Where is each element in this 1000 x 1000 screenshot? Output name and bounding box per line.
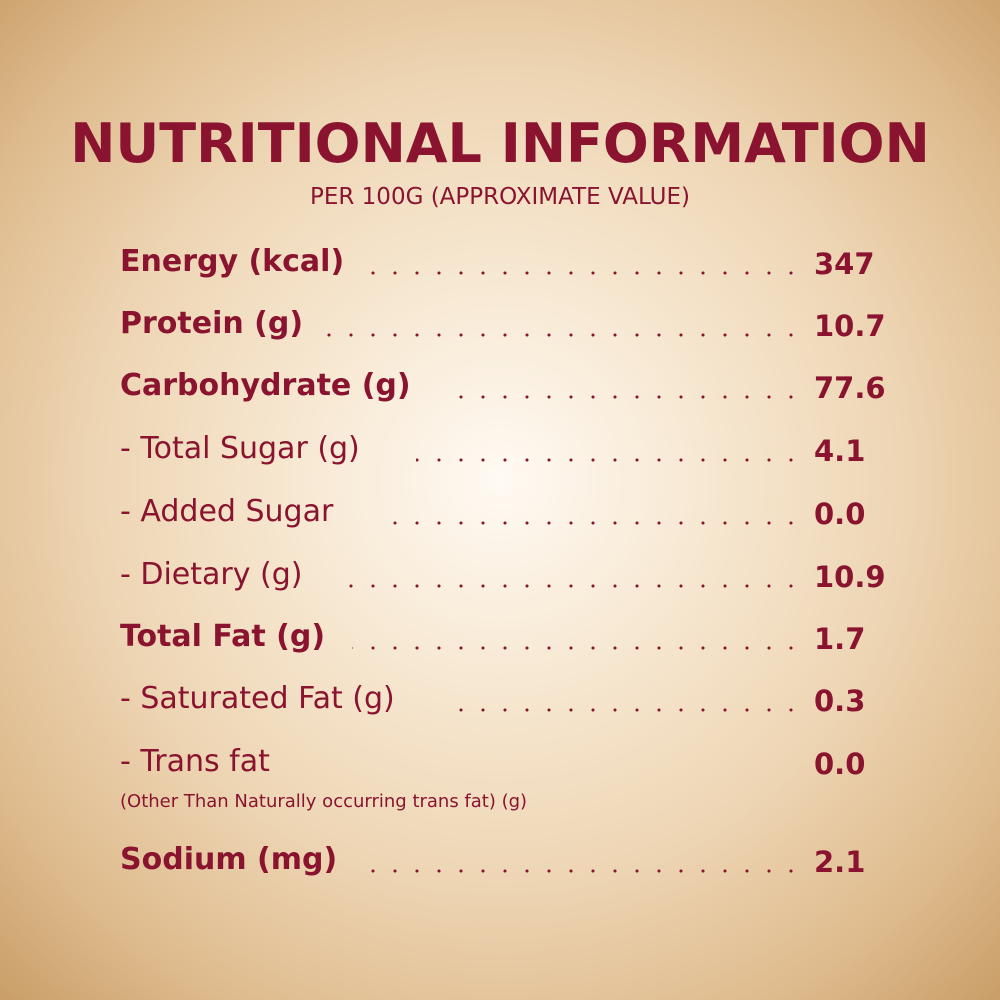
nutrient-row-protein: Protein (g) 10.7: [120, 302, 890, 346]
nutrient-label: Protein (g): [120, 306, 304, 341]
nutrient-label: - Added Sugar: [120, 494, 334, 529]
nutrient-value: 0.3: [814, 684, 866, 718]
dot-leader: [348, 584, 802, 588]
nutrient-value: 77.6: [814, 371, 886, 405]
nutrient-label: - Trans fat: [120, 744, 270, 779]
dot-leader: [324, 333, 802, 337]
nutrient-value: 0.0: [814, 497, 866, 531]
nutrient-value: 0.0: [814, 747, 866, 781]
nutrient-row-saturated-fat: - Saturated Fat (g) 0.3: [120, 677, 890, 721]
nutrient-row-total-fat: Total Fat (g) 1.7: [120, 615, 890, 659]
nutrient-value: 1.7: [814, 622, 866, 656]
dot-leader: [456, 708, 802, 712]
dot-leader: [416, 458, 802, 462]
nutrient-label: Sodium (mg): [120, 842, 338, 877]
dot-leader: [392, 521, 802, 525]
dot-leader: [370, 869, 802, 873]
page-title: NUTRITIONAL INFORMATION: [70, 112, 930, 175]
dot-leader: [442, 395, 802, 399]
dot-leader: [366, 271, 802, 275]
page-subtitle: PER 100G (APPROXIMATE VALUE): [309, 184, 691, 210]
nutrient-value: 4.1: [814, 434, 866, 468]
nutrient-value: 2.1: [814, 845, 866, 879]
nutrient-value: 347: [814, 247, 875, 281]
nutrient-row-total-sugar: - Total Sugar (g) 4.1: [120, 427, 890, 471]
nutrient-label: - Total Sugar (g): [120, 431, 360, 466]
nutrient-label: Energy (kcal): [120, 244, 345, 279]
nutrient-row-added-sugar: - Added Sugar 0.0: [120, 490, 890, 534]
nutrient-value: 10.7: [814, 309, 886, 343]
nutrient-row-sodium: Sodium (mg) 2.1: [120, 838, 890, 882]
trans-fat-note: (Other Than Naturally occurring trans fa…: [120, 791, 528, 812]
dot-leader: [352, 646, 802, 650]
nutrient-label: Total Fat (g): [120, 619, 326, 654]
nutrient-label: - Saturated Fat (g): [120, 681, 395, 716]
nutrient-row-dietary: - Dietary (g) 10.9: [120, 553, 890, 597]
nutrient-value: 10.9: [814, 560, 886, 594]
nutrient-row-carbohydrate: Carbohydrate (g) 77.6: [120, 364, 890, 408]
nutrient-label: - Dietary (g): [120, 557, 303, 592]
nutrient-row-energy: Energy (kcal) 347: [120, 240, 890, 284]
nutrient-label: Carbohydrate (g): [120, 368, 411, 403]
nutrient-row-trans-fat: - Trans fat 0.0: [120, 740, 890, 784]
